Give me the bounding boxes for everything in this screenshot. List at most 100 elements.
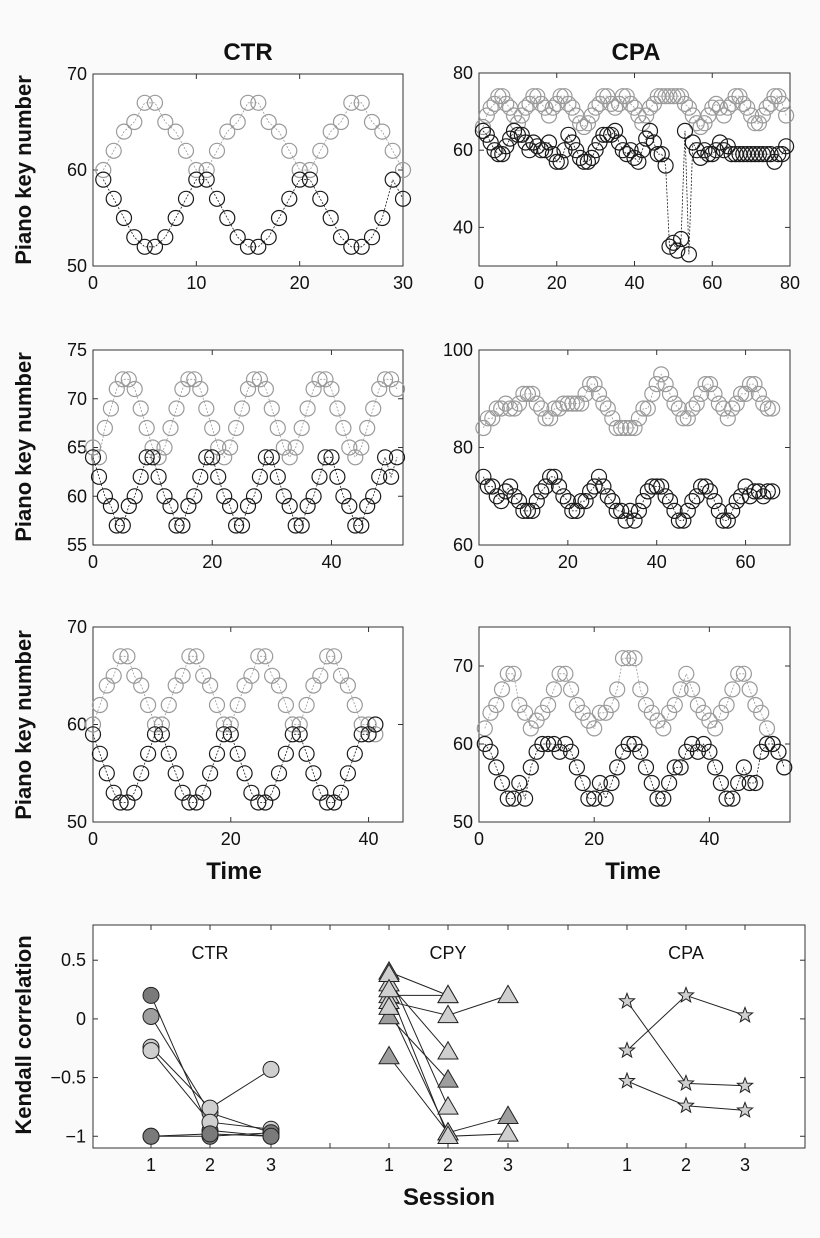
point-upper [347,449,364,466]
point-upper [540,107,558,124]
point-lower [608,502,625,519]
point-upper [374,123,391,140]
point-lower [305,488,322,505]
point-upper [657,376,674,393]
point-lower [670,512,688,529]
point-upper [371,380,388,398]
point-upper [138,419,155,437]
point-upper [305,380,322,398]
point-upper [718,696,735,714]
point-lower [546,468,563,485]
point-upper [312,142,329,159]
point-upper [513,107,530,124]
point-lower [90,468,108,485]
point-upper [505,665,522,682]
point-lower [112,794,129,811]
y-tick-label: 60 [453,734,473,754]
marker-triangle [378,1045,400,1065]
point-lower [762,146,779,163]
point-lower [750,483,768,500]
series-line-upper [484,657,785,768]
point-upper [260,113,277,131]
point-lower [208,190,226,207]
point-upper [474,118,491,136]
point-upper [770,88,787,105]
point-lower [586,478,603,495]
point-lower [263,449,280,466]
point-lower [233,517,251,534]
point-lower [475,468,492,485]
point-upper [666,395,683,412]
point-lower [502,130,519,147]
point-lower [562,743,580,760]
marker-star [736,1100,754,1119]
point-upper [562,681,580,698]
point-upper [216,449,233,466]
point-lower [657,488,674,505]
marker-circle [142,1008,160,1025]
point-upper [730,665,747,682]
point-upper [533,400,550,417]
ylabel-row3: Piano key number [11,630,36,820]
point-lower [229,745,246,762]
point-lower [536,142,554,159]
point-lower [653,478,670,495]
y-tick-label: 60 [453,140,473,160]
point-upper [758,99,775,116]
point-upper [648,376,665,393]
point-upper [711,99,729,116]
point-lower [329,468,346,485]
point-upper [672,88,690,105]
point-upper [632,681,649,698]
point-upper [613,419,630,437]
x-tick-label: 2 [205,1155,215,1175]
point-lower [750,146,768,163]
marker-star [736,1005,754,1023]
point-upper [581,376,599,393]
point-lower [482,134,499,151]
point-lower [701,743,718,760]
x-tick-label: 1 [384,1155,394,1175]
point-upper [384,142,401,159]
point-upper [167,123,184,140]
point-upper [653,366,670,383]
point-upper [377,371,394,388]
point-upper [573,395,590,412]
point-upper [707,95,725,113]
point-upper [719,99,736,116]
point-upper [706,385,723,402]
point-lower [371,468,388,485]
point-upper [568,395,585,412]
point-upper [724,400,741,417]
point-lower [595,126,612,143]
point-lower [365,488,382,505]
point-upper [737,385,754,402]
point-lower [204,449,221,466]
point-lower [157,229,174,246]
point-lower [587,142,604,159]
point-upper [741,376,759,393]
x-tick-label: 40 [359,829,379,849]
point-upper [539,696,557,714]
point-upper [644,385,661,402]
point-lower [347,517,364,534]
point-lower [522,759,539,776]
point-upper [541,410,559,427]
point-lower [275,488,292,505]
x-tick-label: 0 [474,829,484,849]
point-upper [639,400,656,417]
point-lower [735,759,753,776]
point-lower [644,478,661,495]
point-upper [343,94,360,111]
point-lower [706,759,724,776]
point-upper [609,681,626,698]
point-lower [174,517,191,534]
point-lower [718,790,735,807]
marker-triangle [378,978,400,998]
point-lower [764,483,781,500]
point-lower [188,171,205,188]
x-tick-label: 3 [503,1155,513,1175]
point-lower [577,493,594,510]
point-upper [192,380,209,398]
